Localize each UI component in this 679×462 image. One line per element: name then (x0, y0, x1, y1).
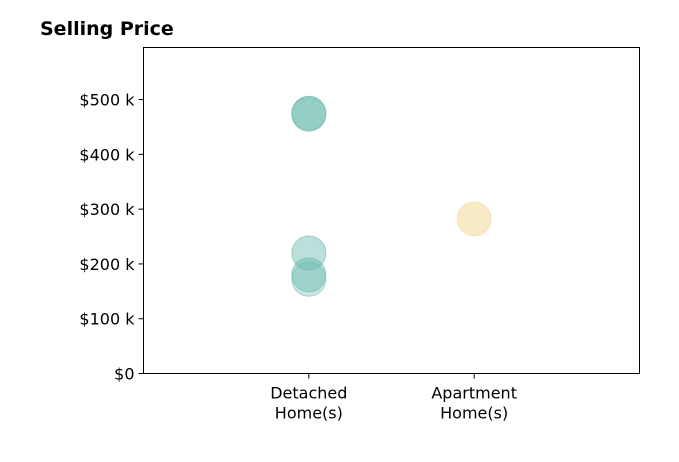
x-tick-label-line: Home(s) (275, 404, 343, 423)
y-tick-label: $200 k (79, 255, 135, 274)
x-tick-label: Apartment Home(s) (431, 384, 517, 423)
data-point (291, 257, 327, 293)
plot-frame (143, 47, 640, 374)
x-tick-label-line: Detached (270, 384, 347, 403)
y-tick-label: $500 k (79, 91, 135, 110)
data-point (291, 235, 327, 271)
chart-title: Selling Price (40, 18, 174, 40)
x-axis: Detached Home(s)Apartment Home(s) (270, 373, 517, 423)
x-tick-label-line: Home(s) (440, 404, 508, 423)
y-tick-label: $0 (114, 365, 134, 384)
data-point (291, 96, 327, 132)
x-tick-label-line: Apartment (431, 384, 517, 403)
y-axis: $0 $100 k $200 k $300 k $400 k $500 k (79, 91, 144, 384)
data-point (456, 201, 492, 237)
data-point (291, 261, 327, 297)
y-tick-label: $100 k (79, 310, 135, 329)
y-tick-label: $300 k (79, 200, 135, 219)
data-points (291, 95, 492, 297)
x-tick-label: Detached Home(s) (270, 384, 347, 423)
y-tick-label: $400 k (79, 145, 135, 164)
